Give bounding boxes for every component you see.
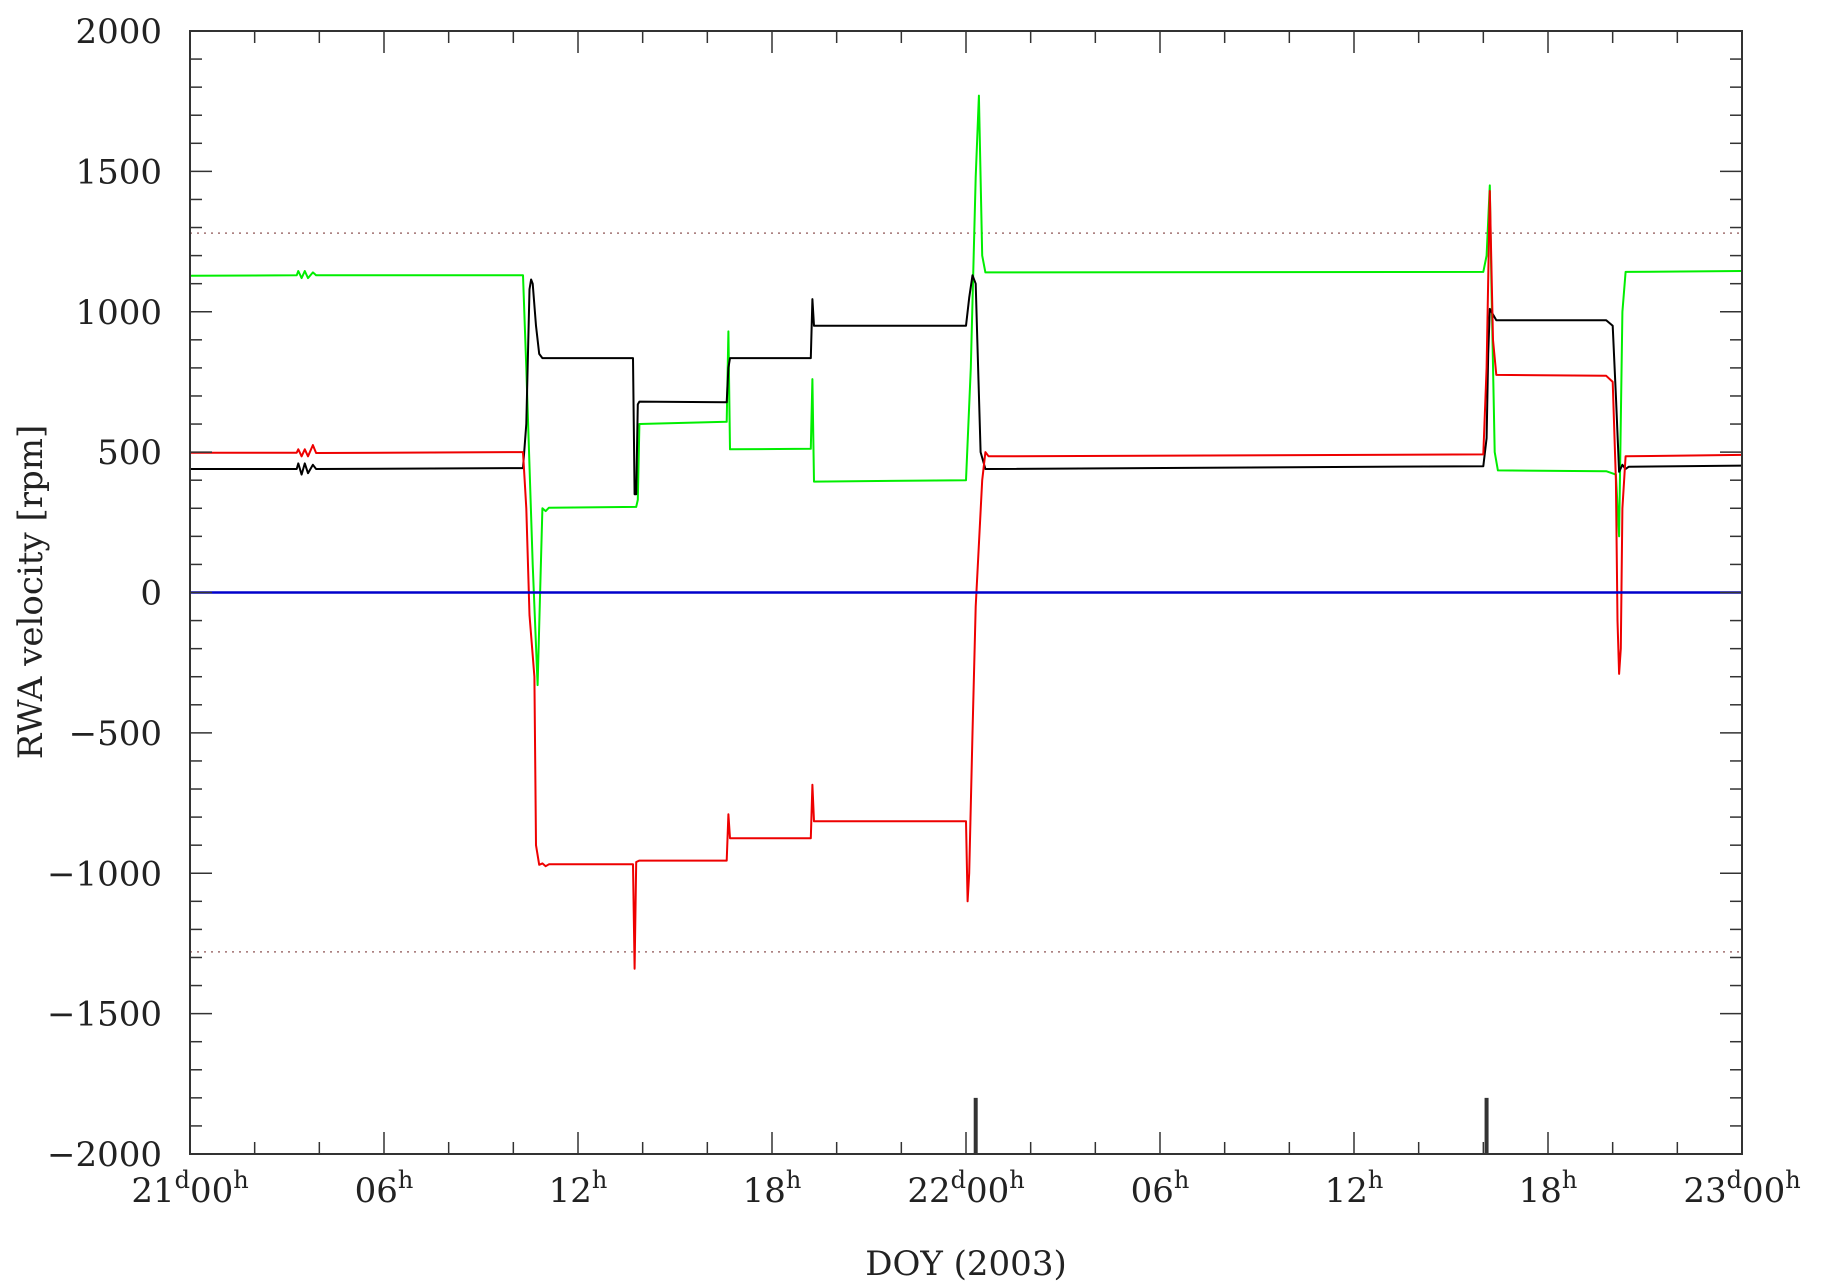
- y-tick-label: −500: [69, 714, 162, 754]
- y-axis-title: RWA velocity [rpm]: [11, 425, 51, 760]
- series-layer: [189, 94, 1743, 970]
- y-tick-labels: 2000 1500 1000 500 0 −500 −1000 −1500 −2000: [47, 12, 162, 1175]
- x-tick-labels: 21d00h 06h 12h 18h 22d00h 06h 12h 18h 23d00h: [131, 1166, 1800, 1211]
- x-tick-label: 21d00h: [131, 1166, 248, 1211]
- x-tick-label: 12h: [549, 1166, 608, 1211]
- x-tick-label: 06h: [1131, 1166, 1190, 1211]
- y-tick-label: 2000: [75, 12, 162, 52]
- axis-ticks: [189, 30, 1743, 1155]
- y-tick-label: −2000: [47, 1135, 162, 1175]
- y-tick-label: −1500: [47, 995, 162, 1035]
- x-tick-label: 12h: [1325, 1166, 1384, 1211]
- x-tick-label: 18h: [743, 1166, 802, 1211]
- series-line-2: [190, 274, 1743, 496]
- y-tick-label: 1500: [75, 152, 162, 192]
- y-tick-label: −1000: [47, 854, 162, 894]
- x-axis-title: DOY (2003): [865, 1244, 1066, 1284]
- x-tick-label: 23d00h: [1683, 1166, 1800, 1211]
- y-tick-label: 1000: [75, 293, 162, 333]
- x-tick-label: 18h: [1519, 1166, 1578, 1211]
- y-tick-label: 0: [140, 574, 162, 614]
- x-tick-label: 22d00h: [907, 1166, 1024, 1211]
- event-markers: [973, 1097, 1489, 1154]
- y-tick-label: 500: [97, 433, 162, 473]
- x-tick-label: 06h: [355, 1166, 414, 1211]
- series-line-1: [189, 94, 1743, 687]
- series-line-3: [190, 190, 1743, 970]
